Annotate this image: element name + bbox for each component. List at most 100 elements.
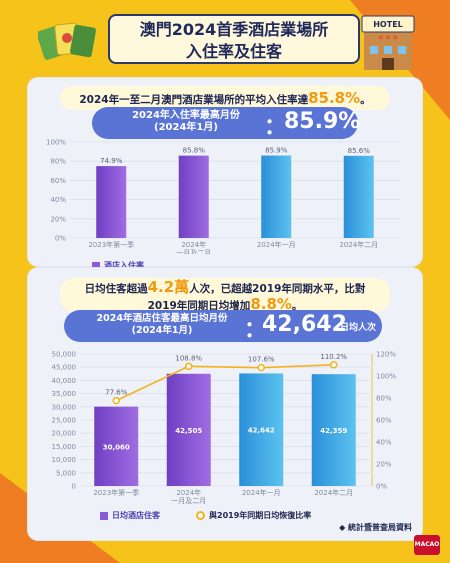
y-tick-label: 0% [55,235,66,243]
guests-chart: 0 5,000 10,000 15,000 20,000 25,000 30,000 35,0… [52,351,397,506]
bar [166,373,211,486]
legend-label-ratio: 與2019年同期日均恢復比率 [209,511,312,520]
occupancy-peak-label: 2024年入住率最高月份 (2024年1月) [106,110,266,134]
ratio-line [115,363,334,402]
guests-peak-label-line2: (2024年1月) [131,325,193,336]
ratio-label: 108.8% [175,354,202,362]
guests-legend-bar: 日均酒店住客 [100,510,160,521]
y-tick-label: 80% [50,158,66,166]
x-tick-label: 一月及二月 [176,249,211,254]
guests-note: 日均住客超過4.2萬人次，已超越2019年同期水平，比對 2019年同期日均增加… [60,278,390,312]
bar [261,155,292,238]
source-text: 統計暨普查局資料 [348,523,412,532]
y2-tick-label: 80% [376,395,392,403]
x-tick-label: 2024年二月 [314,488,353,497]
bar [343,155,374,238]
guests-peak-label: 2024年酒店住客最高日均月份 (2024年1月) [76,313,248,337]
x-tick-label: 2024年一月 [242,488,281,497]
data-label: 42,642 [248,427,275,435]
y-tick-label: 40,000 [52,377,77,385]
guests-peak-unit: 日均人次 [340,323,377,333]
occupancy-peak-value: 85.9% [284,109,361,134]
legend-label-guests: 日均酒店住客 [112,511,160,520]
guests-note-text1: 日均住客超過 [84,283,148,295]
y-tick-label: 45,000 [52,364,77,372]
svg-text:★★★: ★★★ [377,33,399,42]
occupancy-peak-label-line1: 2024年入住率最高月份 [132,110,240,121]
guests-legend-line: 與2019年同期日均恢復比率 [196,510,311,521]
y-tick-label: 50,000 [52,351,77,359]
legend-label-occupancy: 酒店入住率 [104,261,144,270]
y-tick-label: 20,000 [52,430,77,438]
y2-tick-label: 40% [376,439,392,447]
guests-note-hl1: 4.2萬 [147,278,190,296]
guests-note-text4: 。 [291,300,303,312]
y2-tick-label: 0% [376,483,387,491]
casino-chips-icon [38,22,96,60]
data-label: 85.6% [348,147,371,155]
y-tick-label: 100% [46,139,66,147]
ratio-point [330,361,338,369]
guests-note-line2: 2019年同期日均增加8.8%。 [60,297,390,314]
hotel-icon: HOTEL ★★★ [361,15,415,70]
data-label: 42,505 [175,427,202,435]
x-tick-label: 2024年二月 [339,240,378,249]
y-tick-label: 25,000 [52,417,77,425]
x-tick-label: 2023年第一季 [88,240,134,249]
legend-swatch-occupancy [92,261,100,270]
ratio-label: 77.6% [105,389,128,397]
title-line1: 澳門2024首季酒店業場所 [139,20,329,39]
data-label: 30,060 [103,443,130,451]
occupancy-note: 2024年一至二月澳門酒店業場所的平均入住率達85.8%。 [60,86,390,110]
title-line2: 入住率及住客 [185,42,282,61]
y-tick-label: 15,000 [52,443,77,451]
occupancy-peak-pill: 2024年入住率最高月份 (2024年1月) ： 85.9% [92,107,361,140]
ratio-point [185,362,193,371]
bar [311,374,356,486]
occupancy-note-suffix: 。 [360,94,371,106]
occupancy-note-text: 2024年一至二月澳門酒店業場所的平均入住率達 [79,94,309,106]
y2-tick-label: 60% [376,417,392,425]
y2-tick-label: 100% [376,373,396,381]
y-tick-label: 20% [50,215,66,223]
x-tick-label: 2023年第一季 [93,488,139,497]
bar [94,406,139,486]
data-label: 85.8% [183,147,206,155]
y-tick-label: 40% [50,196,66,204]
bar [239,373,284,486]
guests-peak-pill: 2024年酒店住客最高日均月份 (2024年1月) ： 42,642 日均人次 [64,310,382,343]
occupancy-peak-colon: ： [264,115,287,140]
y2-tick-label: 20% [376,461,392,469]
guests-note-hl2: 8.8% [250,295,292,313]
legend-swatch-guests [100,511,108,520]
macao-logo: MACAO [414,535,440,555]
svg-text:HOTEL: HOTEL [373,20,403,29]
page-title: 澳門2024首季酒店業場所 入住率及住客 [108,14,360,64]
y-tick-label: 10,000 [52,456,77,464]
bar [96,166,127,238]
x-tick-label: 2024年 [181,240,206,249]
x-tick-label: 2024年 [176,488,201,497]
x-tick-label: 一月及二月 [171,497,206,505]
ratio-label: 107.6% [248,356,275,364]
y-tick-label: 0 [72,483,76,491]
occupancy-peak-label-line2: (2024年1月) [154,122,218,133]
occupancy-chart: 0% 20% 40% 60% 80% 100% 74.9% 2023年第一季 85.8% 2024… [46,139,400,254]
guests-note-line1: 日均住客超過4.2萬人次，已超越2019年同期水平，比對 [60,280,390,297]
data-label: 42,359 [320,427,347,435]
guests-note-text2: 人次，已超越2019年同期水平，比對 [189,283,366,295]
occupancy-legend: 酒店入住率 [92,260,144,271]
y-tick-label: 5,000 [56,469,76,477]
guests-peak-colon: ： [244,318,267,343]
data-label: 74.9% [100,157,123,165]
ratio-point [257,363,265,372]
ratio-label: 110.2% [320,353,347,361]
guests-note-text3: 2019年同期日均增加 [147,300,251,312]
x-tick-label: 2024年一月 [257,240,296,249]
legend-swatch-ratio [196,511,205,520]
y-tick-label: 30,000 [52,403,77,411]
y-tick-label: 60% [50,177,66,185]
guests-peak-label-line1: 2024年酒店住客最高日均月份 [96,313,228,324]
y2-tick-label: 120% [376,351,396,359]
occupancy-note-value: 85.8% [308,89,361,107]
